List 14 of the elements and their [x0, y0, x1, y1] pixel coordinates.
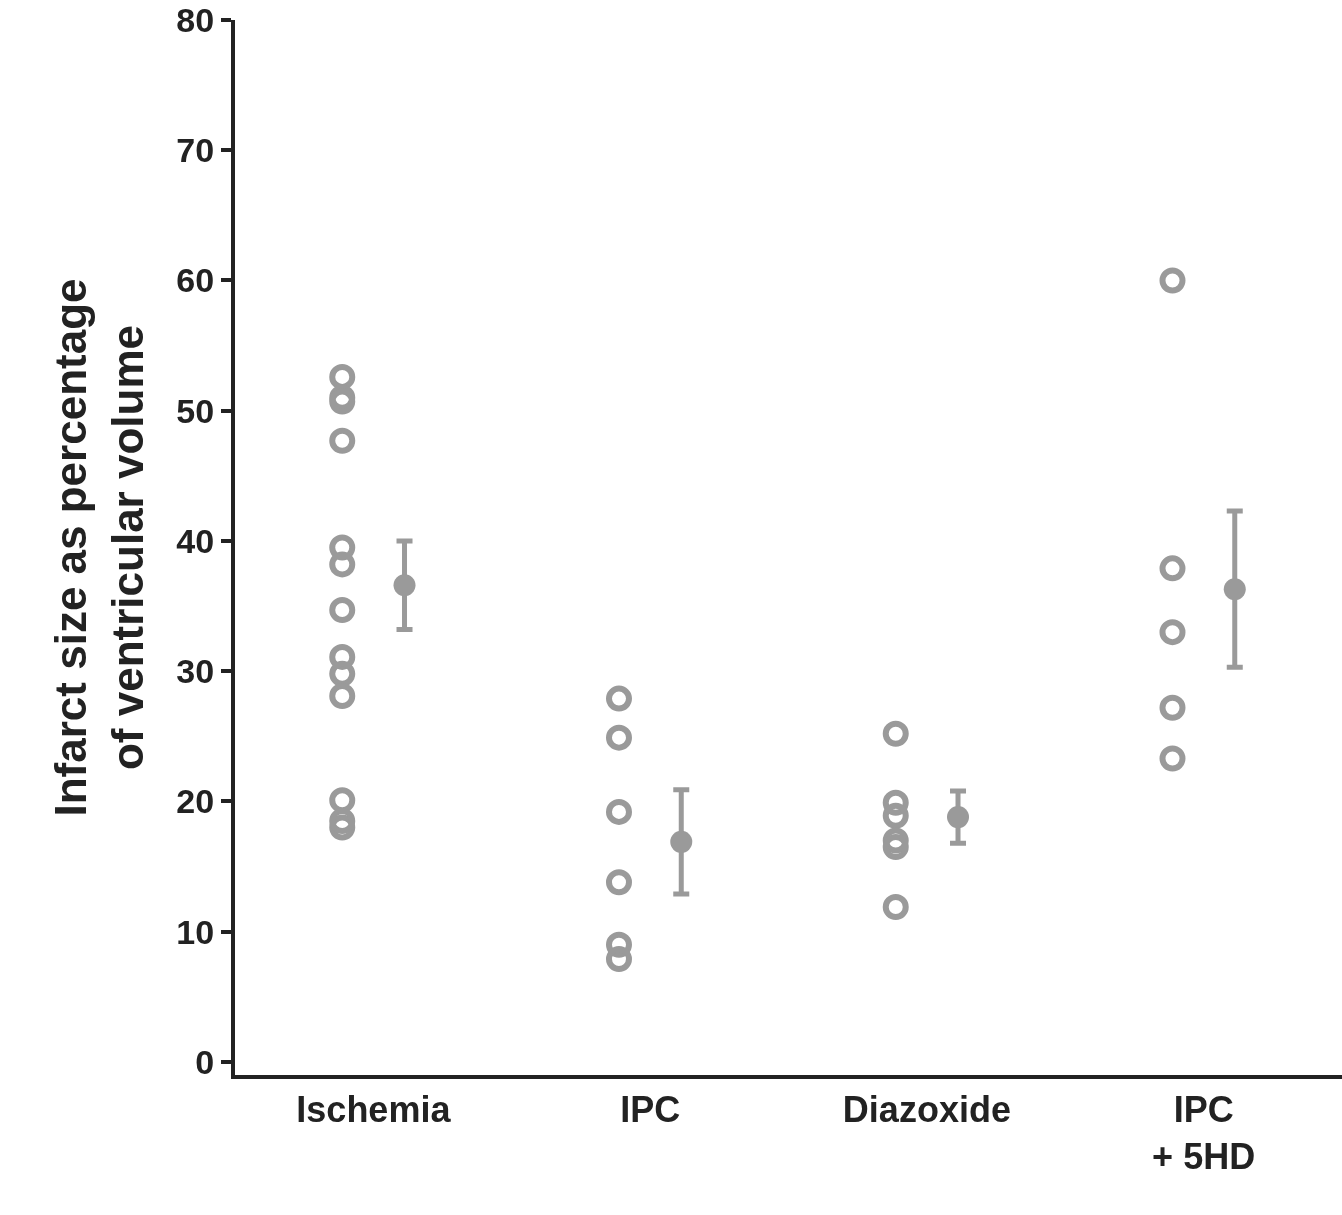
y-tick-label: 80 [176, 0, 215, 39]
y-tick-label: 10 [176, 912, 215, 951]
y-tick-label: 50 [176, 391, 215, 430]
x-tick-label: Ischemia [296, 1089, 452, 1131]
y-tick-label: 30 [176, 652, 215, 691]
y-tick-label: 20 [176, 782, 215, 821]
y-axis-title: Infarct size as percentage of ventricular volume [45, 278, 152, 817]
y-tick-label: 70 [176, 131, 215, 170]
x-tick-label: IPC [620, 1089, 681, 1131]
y-tick-label: 60 [176, 261, 215, 300]
y-tick-label: 40 [176, 521, 215, 560]
x-tick-label: IPC + 5HD [1152, 1089, 1256, 1177]
y-tick-label: 0 [195, 1042, 215, 1081]
x-tick-label: Diazoxide [842, 1089, 1011, 1131]
